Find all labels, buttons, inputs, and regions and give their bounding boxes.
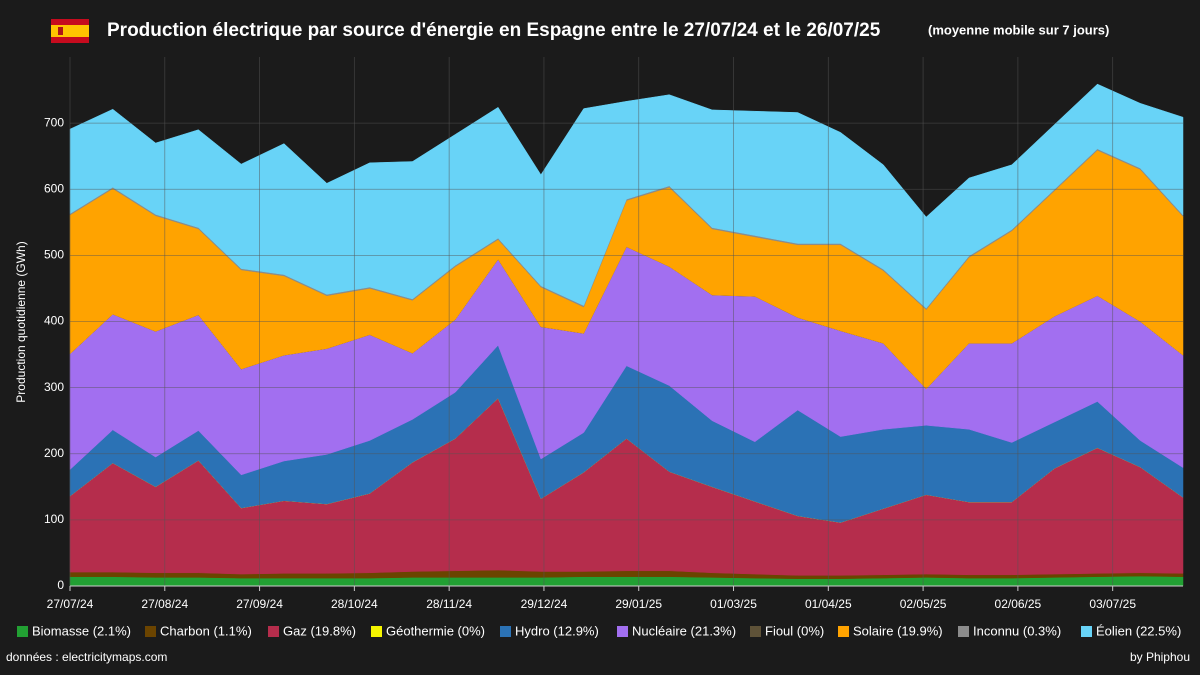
legend-swatch [371,626,382,637]
y-axis-label: Production quotidienne (GWh) [14,241,28,402]
legend-label: Éolien (22.5%) [1096,623,1181,638]
y-tick-label: 500 [44,248,64,262]
x-tick-label: 28/11/24 [426,597,472,611]
chart-subtitle: (moyenne mobile sur 7 jours) [928,22,1109,37]
x-tick-label: 02/06/25 [995,597,1042,611]
legend-label: Gaz (19.8%) [283,623,356,638]
y-tick-label: 300 [44,380,64,394]
legend-label: Charbon (1.1%) [160,623,252,638]
y-tick-label: 700 [44,115,64,129]
legend-swatch [500,626,511,637]
legend-label: Solaire (19.9%) [853,623,943,638]
x-tick-label: 03/07/25 [1089,597,1136,611]
legend-swatch [268,626,279,637]
y-tick-label: 0 [57,578,64,592]
x-tick-label: 01/04/25 [805,597,852,611]
legend-swatch [17,626,28,637]
legend-label: Hydro (12.9%) [515,623,599,638]
flag [51,19,89,43]
plot-area: 0 100 200 300 400 500 600 700 27/07/24 27/08/24 27… [44,57,1184,611]
y-tick-label: 200 [44,446,64,460]
legend-label: Biomasse (2.1%) [32,623,131,638]
legend-swatch [958,626,969,637]
flag-yellow [51,25,89,37]
flag-emblem [58,27,63,35]
legend-swatch [750,626,761,637]
y-tick-label: 400 [44,314,64,328]
chart-title: Production électrique par source d'énerg… [107,20,881,41]
x-tick-label: 29/12/24 [521,597,568,611]
legend-label: Fioul (0%) [765,623,824,638]
x-tick-label: 01/03/25 [710,597,757,611]
x-tick-label: 27/07/24 [47,597,94,611]
legend: Biomasse (2.1%) Charbon (1.1%) Gaz (19.8%)… [17,623,1181,638]
y-tick-label: 600 [44,181,64,195]
y-tick-label: 100 [44,512,64,526]
x-tick-label: 27/08/24 [141,597,188,611]
legend-label: Géothermie (0%) [386,623,485,638]
legend-label: Inconnu (0.3%) [973,623,1061,638]
area [69,83,1184,309]
x-tick-label: 28/10/24 [331,597,378,611]
legend-swatch [838,626,849,637]
legend-swatch [1081,626,1092,637]
legend-swatch [617,626,628,637]
credit: by Phiphou [1130,650,1190,664]
source: données : electricitymaps.com [6,650,167,664]
x-tick-label: 27/09/24 [236,597,283,611]
x-tick-label: 29/01/25 [615,597,662,611]
legend-label: Nucléaire (21.3%) [632,623,736,638]
legend-swatch [145,626,156,637]
x-tick-label: 02/05/25 [900,597,947,611]
